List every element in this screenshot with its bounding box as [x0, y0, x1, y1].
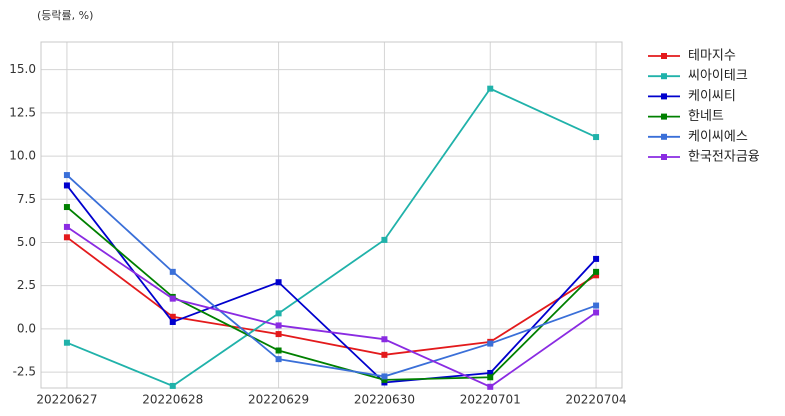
- marker: [487, 85, 494, 92]
- legend-label: 케이씨에스: [688, 129, 748, 144]
- marker: [169, 382, 176, 389]
- x-tick-label: 20220628: [142, 393, 203, 407]
- x-tick-label: 20220629: [248, 393, 309, 407]
- marker: [487, 369, 494, 376]
- marker: [275, 356, 282, 363]
- y-tick-label: 7.5: [17, 192, 36, 206]
- marker: [275, 322, 282, 329]
- y-tick-label: 5.0: [17, 235, 36, 249]
- marker: [381, 373, 388, 380]
- marker: [487, 374, 494, 381]
- series-line: [66, 226, 597, 388]
- marker: [275, 279, 282, 286]
- marker: [381, 336, 388, 343]
- y-tick-label: 12.5: [9, 105, 36, 119]
- x-tick-label: 20220630: [354, 393, 415, 407]
- y-tick-label: 0.0: [17, 321, 36, 335]
- legend-label: 한국전자금융: [688, 150, 760, 165]
- y-tick-label: 2.5: [17, 278, 36, 292]
- marker: [63, 339, 70, 346]
- legend-label: 한네트: [688, 109, 724, 124]
- legend-label: 테마지수: [688, 49, 736, 64]
- marker: [381, 351, 388, 358]
- marker: [275, 310, 282, 317]
- legend-label: 씨아이테크: [688, 69, 748, 84]
- marker: [487, 383, 494, 390]
- marker: [593, 272, 600, 279]
- legend-marker: [661, 154, 667, 160]
- marker: [593, 309, 600, 316]
- marker: [63, 172, 70, 179]
- x-tick-label: 20220704: [566, 393, 627, 407]
- y-tick-label: -2.5: [13, 365, 36, 379]
- y-axis-label: (등락률, %): [37, 9, 93, 22]
- marker: [593, 255, 600, 262]
- marker: [275, 347, 282, 354]
- marker: [593, 268, 600, 275]
- y-tick-label: 15.0: [9, 62, 36, 76]
- series-line: [66, 184, 597, 384]
- legend-marker: [661, 93, 667, 100]
- x-tick-label: 20220701: [460, 393, 521, 407]
- plot-frame: [40, 41, 623, 389]
- marker: [381, 376, 388, 383]
- marker: [63, 204, 70, 211]
- series-line: [66, 87, 597, 387]
- marker: [381, 236, 388, 243]
- series-line: [66, 174, 597, 378]
- legend-marker: [661, 53, 667, 59]
- marker: [63, 182, 70, 189]
- series-line: [66, 206, 597, 381]
- marker: [487, 340, 494, 347]
- marker: [169, 268, 176, 275]
- marker: [63, 223, 70, 230]
- x-tick-label: 20220627: [36, 393, 97, 407]
- marker: [169, 313, 176, 320]
- y-tick-label: 10.0: [9, 149, 36, 163]
- legend-marker: [661, 133, 667, 140]
- legend-marker: [661, 113, 667, 120]
- legend-label: 케이씨티: [688, 89, 736, 104]
- marker: [169, 295, 176, 302]
- marker: [169, 318, 176, 325]
- marker: [593, 134, 600, 141]
- marker: [63, 234, 70, 241]
- marker: [593, 302, 600, 309]
- legend-marker: [661, 73, 667, 80]
- series-line: [66, 236, 597, 356]
- marker: [275, 331, 282, 338]
